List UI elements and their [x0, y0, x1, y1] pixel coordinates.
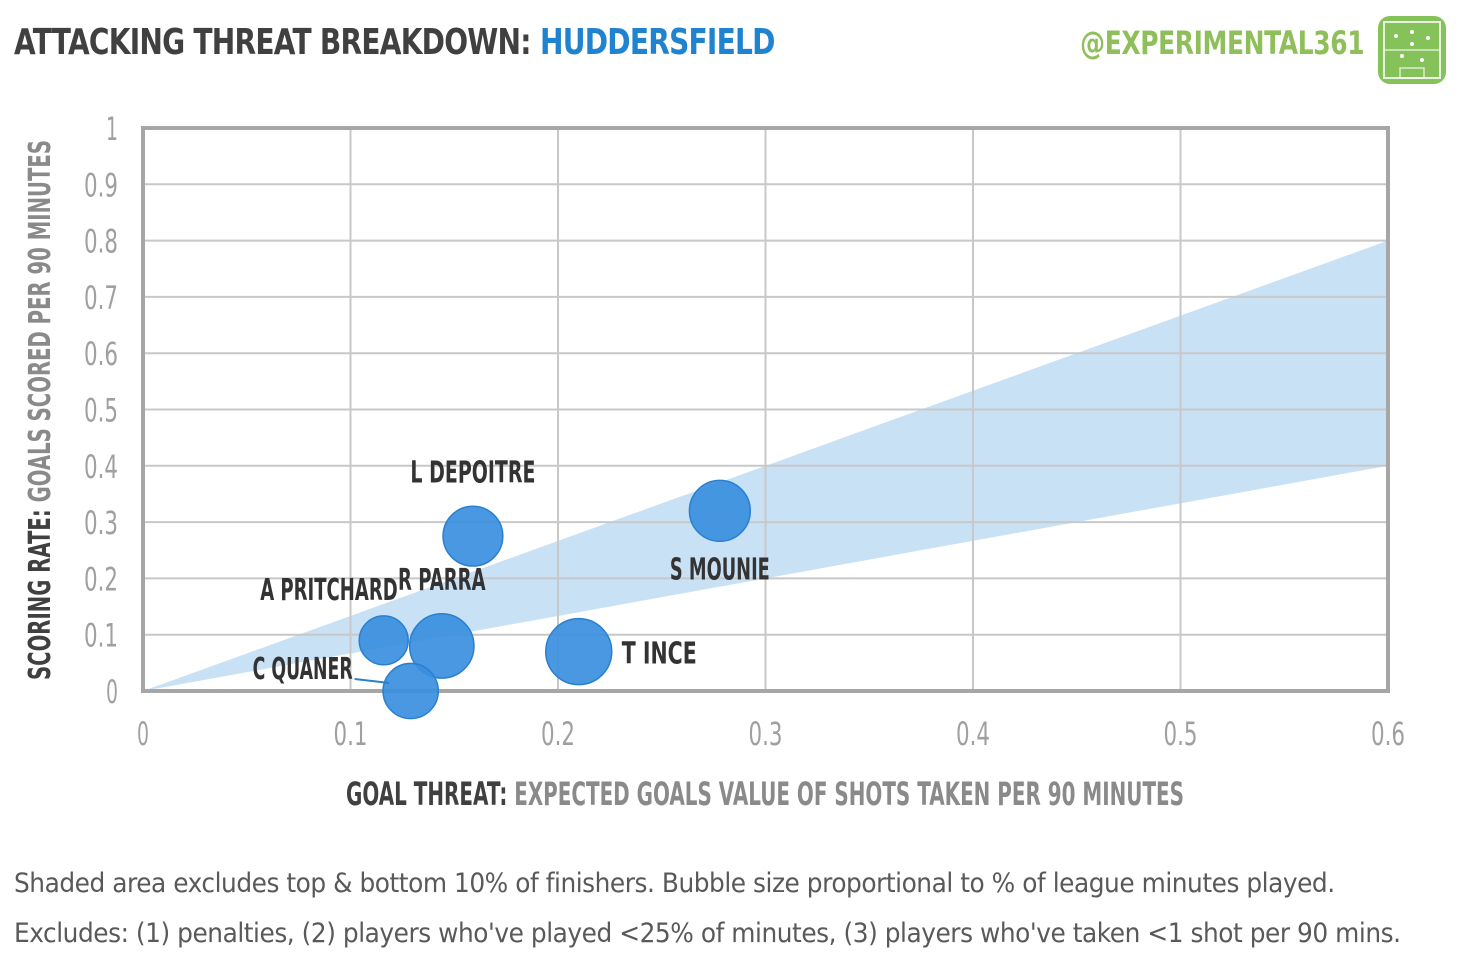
- bubble: [688, 479, 752, 543]
- chart-title: ATTACKING THREAT BREAKDOWN: HUDDERSFIELD: [14, 22, 775, 74]
- x-tick-label: 0.4: [956, 715, 990, 753]
- x-tick-label: 0.5: [1164, 715, 1198, 753]
- bubble: [545, 617, 613, 686]
- y-tick-label: 0.2: [84, 560, 118, 598]
- bubble-label: S MOUNIE: [670, 552, 770, 587]
- y-tick-label: 0.1: [84, 617, 118, 655]
- x-axis-title-bold: GOAL THREAT:: [346, 775, 514, 813]
- y-tick-label: 0.6: [84, 335, 118, 373]
- title-team: HUDDERSFIELD: [540, 22, 775, 63]
- bubble-label: T INCE: [622, 637, 697, 672]
- bubble: [408, 613, 475, 679]
- bubble-label: C QUANER: [253, 652, 353, 687]
- x-tick-label: 0.6: [1371, 715, 1405, 753]
- leader-line: [354, 678, 390, 684]
- bubble: [358, 615, 409, 666]
- x-tick-label: 0.2: [541, 715, 575, 753]
- y-tick-label: 0.7: [84, 279, 118, 317]
- bubble-chart: 0 0.1 0.2 0.3 0.4 0.5 0.6 0 0.1 0.2 0.3 0.4 0.5 0.6 0.…: [23, 110, 1405, 813]
- x-axis-title-rest: EXPECTED GOALS VALUE OF SHOTS TAKEN PER …: [514, 775, 1184, 813]
- twitter-handle: @EXPERIMENTAL361: [1079, 24, 1364, 62]
- x-tick-label: 0.1: [334, 715, 368, 753]
- x-tick-label: 0: [137, 715, 149, 753]
- y-axis-title-bold: SCORING RATE:: [23, 502, 58, 680]
- y-tick-label: 1: [106, 110, 118, 148]
- bubble: [382, 662, 440, 720]
- bubble-label: A PRITCHARD: [260, 573, 398, 608]
- y-tick-label: 0.9: [84, 166, 118, 204]
- y-tick-label: 0: [106, 673, 118, 711]
- footnote-line-1: Shaded area excludes top & bottom 10% of…: [14, 868, 1335, 899]
- y-axis-title-rest: GOALS SCORED PER 90 MINUTES: [23, 140, 58, 502]
- bubble-label: R PARRA: [398, 563, 486, 598]
- title-prefix: ATTACKING THREAT BREAKDOWN:: [14, 22, 531, 63]
- y-tick-label: 0.5: [84, 392, 118, 430]
- bubble: [442, 505, 504, 567]
- x-tick-label: 0.3: [749, 715, 783, 753]
- y-tick-label: 0.8: [84, 223, 118, 261]
- y-tick-label: 0.4: [84, 448, 118, 486]
- bubble-label: L DEPOITRE: [410, 455, 535, 490]
- footnote-line-2: Excludes: (1) penalties, (2) players who…: [14, 918, 1401, 949]
- y-axis-title: SCORING RATE: GOALS SCORED PER 90 MINUTE…: [23, 140, 58, 680]
- pitch-logo-icon: [1378, 16, 1446, 84]
- x-axis-title: GOAL THREAT: EXPECTED GOALS VALUE OF SHO…: [346, 775, 1184, 813]
- y-tick-label: 0.3: [84, 504, 118, 542]
- plot-frame: [141, 126, 1390, 693]
